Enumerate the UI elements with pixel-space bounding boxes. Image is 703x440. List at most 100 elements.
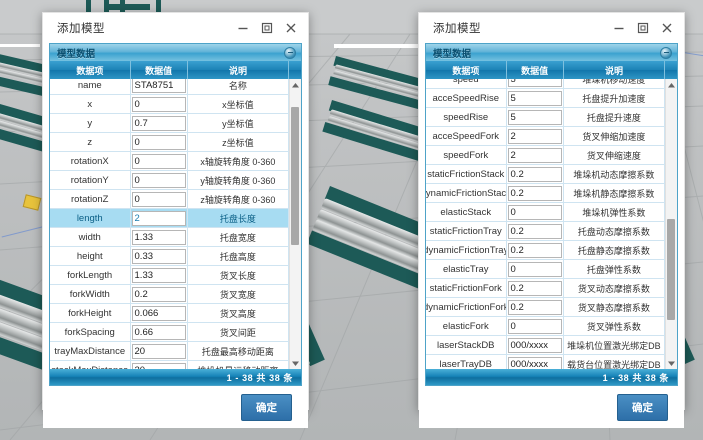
table-row[interactable]: height 0.33 托盘高度	[50, 247, 301, 266]
value-input[interactable]: 0	[131, 172, 186, 188]
row-value-cell[interactable]: 0.2	[507, 222, 564, 240]
table-row[interactable]: stackMaxDistance 20 堆垛机最远移动距离	[50, 361, 301, 369]
value-input[interactable]: 0.66	[131, 324, 186, 340]
table-row[interactable]: speed 5 堆垛机移动速度	[426, 79, 677, 89]
table-row[interactable]: speedRise 5 托盘提升速度	[426, 108, 677, 127]
value-input[interactable]: 0	[507, 204, 562, 220]
value-input[interactable]: 0.2	[507, 223, 562, 239]
table-row[interactable]: speedFork 2 货叉伸缩速度	[426, 146, 677, 165]
table-row[interactable]: elasticFork 0 货叉弹性系数	[426, 317, 677, 336]
row-value-cell[interactable]: 0	[507, 317, 564, 335]
table-row[interactable]: staticFrictionTray 0.2 托盘动态摩擦系数	[426, 222, 677, 241]
scroll-down-icon[interactable]	[290, 357, 301, 369]
table-row[interactable]: width 1.33 托盘宽度	[50, 228, 301, 247]
table-row[interactable]: rotationY 0 y轴旋转角度 0-360	[50, 171, 301, 190]
dialog-titlebar[interactable]: 添加模型	[419, 13, 684, 43]
table-row[interactable]: forkWidth 0.2 货叉宽度	[50, 285, 301, 304]
value-input[interactable]: 20	[131, 343, 186, 359]
value-input[interactable]: 000/xxxx	[507, 356, 562, 369]
value-input[interactable]: 0	[507, 261, 562, 277]
row-value-cell[interactable]: 0.33	[131, 247, 188, 265]
table-scrollbar[interactable]	[665, 79, 677, 369]
close-icon[interactable]	[660, 22, 673, 35]
add-model-dialog-left[interactable]: 添加模型	[42, 12, 309, 428]
table-row[interactable]: acceSpeedRise 5 托盘提升加速度	[426, 89, 677, 108]
table-row[interactable]: length 2 托盘长度	[50, 209, 301, 228]
confirm-button[interactable]: 确定	[617, 393, 668, 421]
table-row[interactable]: rotationX 0 x轴旋转角度 0-360	[50, 152, 301, 171]
value-input[interactable]: 2	[507, 128, 562, 144]
table-row[interactable]: forkSpacing 0.66 货叉间距	[50, 323, 301, 342]
window-controls[interactable]	[236, 22, 300, 35]
scroll-down-icon[interactable]	[666, 357, 677, 369]
row-value-cell[interactable]: 0.2	[507, 298, 564, 316]
table-row[interactable]: z 0 z坐标值	[50, 133, 301, 152]
scroll-up-icon[interactable]	[290, 79, 301, 91]
value-input[interactable]: 0.2	[507, 242, 562, 258]
value-input[interactable]: 0.2	[507, 280, 562, 296]
table-row[interactable]: forkHeight 0.066 货叉高度	[50, 304, 301, 323]
table-row[interactable]: staticFrictionStack 0.2 堆垛机动态摩擦系数	[426, 165, 677, 184]
dialog-titlebar[interactable]: 添加模型	[43, 13, 308, 43]
value-input[interactable]: 0.2	[131, 286, 186, 302]
table-row[interactable]: dynamicFrictionFork 0.2 货叉静态摩擦系数	[426, 298, 677, 317]
add-model-dialog-right[interactable]: 添加模型	[418, 12, 685, 428]
table-row[interactable]: elasticTray 0 托盘弹性系数	[426, 260, 677, 279]
row-value-cell[interactable]: 1.33	[131, 228, 188, 246]
row-value-cell[interactable]: 000/xxxx	[507, 336, 564, 354]
row-value-cell[interactable]: 0	[507, 260, 564, 278]
table-row[interactable]: elasticStack 0 堆垛机弹性系数	[426, 203, 677, 222]
value-input[interactable]: 1.33	[131, 229, 186, 245]
value-input[interactable]: 0.33	[131, 248, 186, 264]
row-value-cell[interactable]: 5	[507, 108, 564, 126]
value-input[interactable]: 0.2	[507, 166, 562, 182]
table-body[interactable]: speed 5 堆垛机移动速度 acceSpeedRise 5 托盘提升加速度 speedR…	[426, 79, 677, 369]
table-row[interactable]: rotationZ 0 z轴旋转角度 0-360	[50, 190, 301, 209]
value-input[interactable]: 5	[507, 90, 562, 106]
row-value-cell[interactable]: 0	[507, 203, 564, 221]
table-scrollbar[interactable]	[289, 79, 301, 369]
value-input[interactable]: 1.33	[131, 267, 186, 283]
row-value-cell[interactable]: 0	[131, 95, 188, 113]
row-value-cell[interactable]: 0.7	[131, 114, 188, 132]
value-input[interactable]: 0	[131, 96, 186, 112]
value-input[interactable]: 20	[131, 362, 186, 369]
table-row[interactable]: name STA8751 名称	[50, 79, 301, 95]
collapse-icon[interactable]	[660, 46, 672, 59]
scroll-thumb[interactable]	[291, 106, 299, 246]
minimize-icon[interactable]	[612, 22, 625, 35]
window-controls[interactable]	[612, 22, 676, 35]
maximize-icon[interactable]	[636, 22, 649, 35]
value-input[interactable]: 2	[507, 147, 562, 163]
value-input[interactable]: 0	[131, 153, 186, 169]
collapse-icon[interactable]	[284, 46, 296, 59]
value-input[interactable]: 2	[131, 210, 186, 226]
row-value-cell[interactable]: 20	[131, 361, 188, 369]
row-value-cell[interactable]: 0	[131, 190, 188, 208]
scroll-track[interactable]	[290, 91, 301, 357]
table-row[interactable]: y 0.7 y坐标值	[50, 114, 301, 133]
table-row[interactable]: dynamicFrictionStack0.2 堆垛机静态摩擦系数	[426, 184, 677, 203]
table-row[interactable]: x 0 x坐标值	[50, 95, 301, 114]
row-value-cell[interactable]: 0.2	[507, 165, 564, 183]
table-row[interactable]: trayMaxDistance 20 托盘最高移动距离	[50, 342, 301, 361]
row-value-cell[interactable]: 000/xxxx	[507, 355, 564, 369]
table-row[interactable]: dynamicFrictionTray 0.2 托盘静态摩擦系数	[426, 241, 677, 260]
value-input[interactable]: 0	[131, 191, 186, 207]
value-input[interactable]: STA8751	[131, 79, 186, 93]
value-input[interactable]: 0	[131, 134, 186, 150]
row-value-cell[interactable]: STA8751	[131, 79, 188, 94]
row-value-cell[interactable]: 0.2	[131, 285, 188, 303]
value-input[interactable]: 0.7	[131, 115, 186, 131]
row-value-cell[interactable]: 0.2	[507, 184, 564, 202]
value-input[interactable]: 000/xxxx	[507, 337, 562, 353]
table-row[interactable]: laserTrayDB 000/xxxx 载货台位置激光绑定DB	[426, 355, 677, 369]
table-row[interactable]: staticFrictionFork 0.2 货叉动态摩擦系数	[426, 279, 677, 298]
close-icon[interactable]	[284, 22, 297, 35]
minimize-icon[interactable]	[236, 22, 249, 35]
row-value-cell[interactable]: 5	[507, 79, 564, 88]
table-body[interactable]: name STA8751 名称 x 0 x坐标值 y 0.7 y坐标值 z 0 z坐标值 rotatio…	[50, 79, 301, 369]
row-value-cell[interactable]: 20	[131, 342, 188, 360]
row-value-cell[interactable]: 0.2	[507, 241, 564, 259]
table-row[interactable]: forkLength 1.33 货叉长度	[50, 266, 301, 285]
